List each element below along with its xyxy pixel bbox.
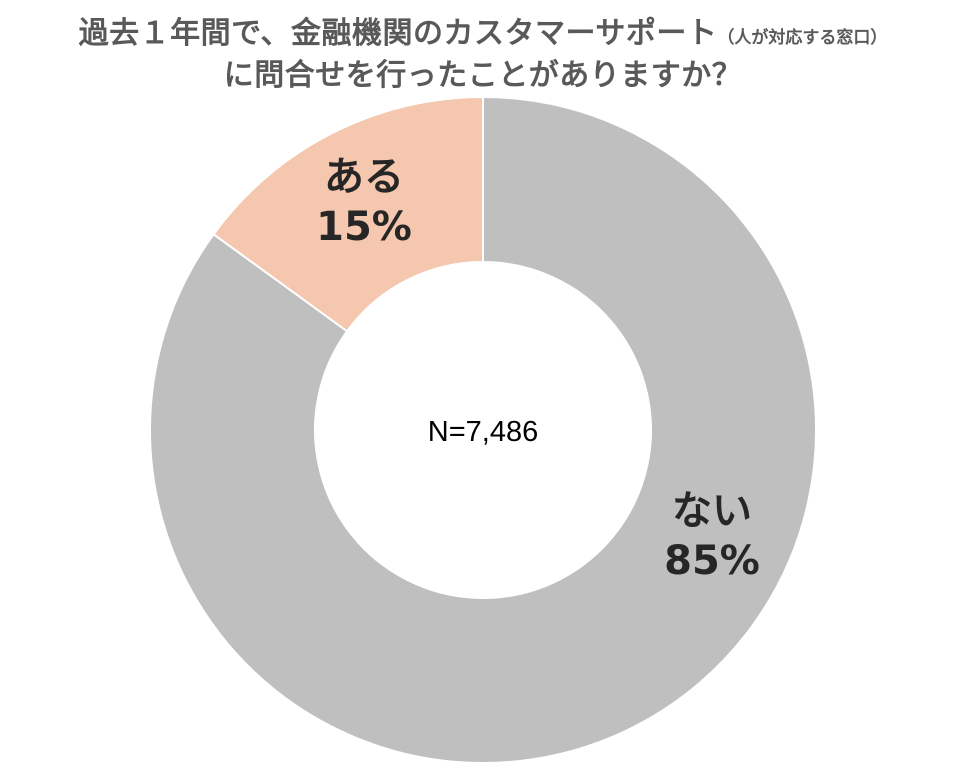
slice-percent-aru: 15% [316,204,412,250]
chart-title-line2: に問合せを行ったことがありますか？ [223,58,743,93]
chart-title-main: 過去１年間で、金融機関のカスタマーサポート [78,16,718,51]
chart-title-line1: 過去１年間で、金融機関のカスタマーサポート（人が対応する窓口） [0,8,966,52]
donut-slice-nai [149,95,817,764]
slice-percent-nai: 85% [664,538,760,584]
slice-label-nai: ない [672,488,752,534]
donut-slices [149,95,817,764]
chart-title-note: （人が対応する窓口） [717,28,888,48]
donut-slice-aru [212,95,484,333]
center-sample-size-label: N=7,486 [428,416,538,448]
slice-label-aru: ある [324,154,404,200]
